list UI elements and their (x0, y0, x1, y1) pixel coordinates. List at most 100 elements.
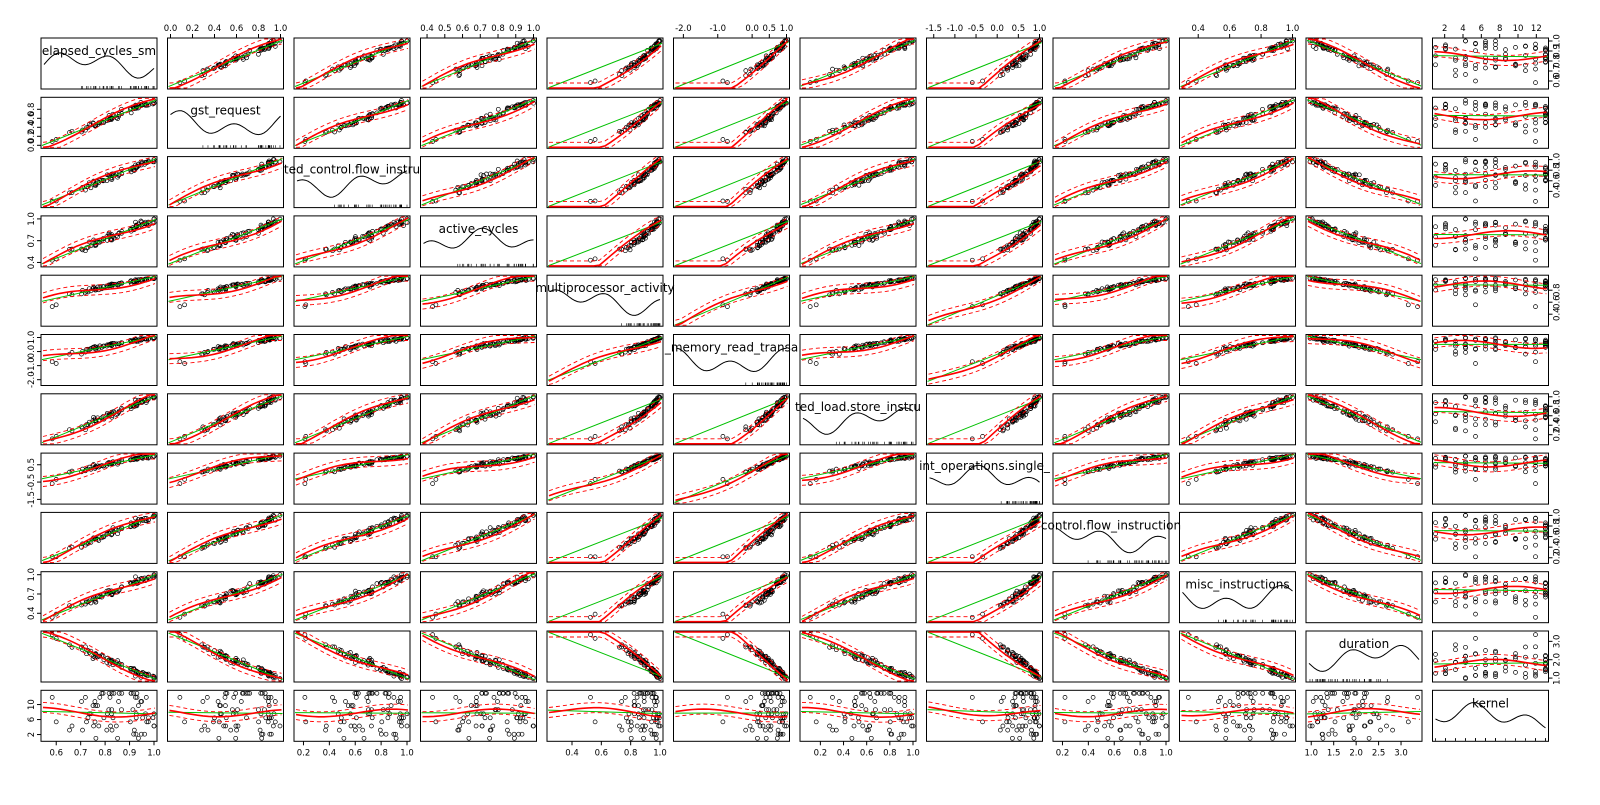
data-point (1454, 228, 1458, 232)
panel-0-3 (421, 38, 537, 89)
spread-upper (929, 220, 1041, 261)
linear-fit-line (422, 40, 536, 87)
spread-lower (296, 341, 408, 368)
data-point (496, 107, 500, 111)
data-point (178, 305, 182, 309)
panel-2-5 (674, 157, 790, 208)
linear-fit-line (675, 42, 789, 88)
variable-label-4: multiprocessor_activity (535, 281, 674, 295)
panel-2-4 (547, 157, 663, 208)
data-point (1484, 290, 1488, 294)
panel-5-1 (168, 335, 284, 386)
panel-5-2 (294, 335, 410, 386)
panel-4-5 (674, 275, 790, 326)
data-point (725, 305, 729, 309)
data-point (1434, 183, 1438, 187)
spread-upper (170, 217, 282, 256)
panel-1-2 (294, 97, 410, 148)
data-point (1524, 130, 1528, 134)
data-point (1514, 45, 1518, 49)
panel-5-8 (1053, 335, 1169, 386)
panel-0-8 (1053, 38, 1169, 89)
spread-lower (1308, 226, 1420, 265)
linear-fit-line (1054, 100, 1168, 146)
data-point (1524, 240, 1528, 244)
panel-3-1 (168, 216, 284, 267)
data-point (1494, 158, 1498, 162)
data-point (1434, 124, 1438, 128)
data-point (1464, 129, 1468, 133)
spread-lower (676, 104, 788, 148)
spread-upper (929, 99, 1041, 142)
linear-fit-line (1434, 56, 1548, 57)
data-point (744, 69, 748, 73)
data-point (1524, 124, 1528, 128)
panel-2-8 (1053, 157, 1169, 208)
data-point (1534, 188, 1538, 192)
panel-0-0: elapsed_cycles_sm (41, 38, 157, 89)
data-point (970, 258, 974, 262)
data-point (721, 79, 725, 83)
data-point (1434, 63, 1438, 67)
data-point (1504, 105, 1508, 109)
panel-1-0 (41, 97, 157, 148)
panel-1-10 (1306, 97, 1422, 148)
linear-fit-line (1307, 219, 1421, 264)
data-point (1474, 168, 1478, 172)
data-point (1454, 185, 1458, 189)
data-point (405, 221, 409, 225)
panel-frame (1433, 275, 1549, 326)
panel-4-9 (1180, 275, 1296, 326)
panel-2-2: ted_control.flow_instru (284, 157, 420, 208)
linear-fit-line (548, 222, 662, 266)
spread-lower (423, 107, 535, 147)
smooth-line (929, 336, 1041, 380)
data-point (589, 258, 593, 262)
data-point (721, 199, 725, 203)
spread-lower (549, 347, 661, 385)
data-point (1454, 68, 1458, 72)
linear-fit-line (169, 219, 283, 264)
data-point (808, 360, 812, 364)
panel-3-9 (1180, 216, 1296, 267)
linear-fit-line (801, 41, 915, 86)
data-point (1524, 103, 1528, 107)
data-point (1484, 66, 1488, 70)
spread-upper (549, 41, 661, 83)
panel-2-3 (421, 157, 537, 208)
panel-frame (294, 275, 410, 326)
data-point (1474, 257, 1478, 261)
panel-0-10 (1306, 38, 1422, 89)
data-point (1311, 44, 1315, 48)
data-point (721, 257, 725, 261)
panel-0-1 (168, 38, 284, 89)
smooth-line (929, 166, 1041, 207)
panel-5-3 (421, 335, 537, 386)
spread-lower (1055, 167, 1167, 207)
panel-3-7 (927, 216, 1043, 267)
data-point (1454, 169, 1458, 173)
linear-fit-line (1181, 40, 1295, 86)
data-point (1534, 258, 1538, 262)
smooth-line (170, 163, 282, 205)
panel-2-10 (1306, 157, 1422, 208)
panel-4-0 (41, 275, 157, 326)
panel-1-3 (421, 97, 537, 148)
panel-1-1: gst_request (168, 97, 284, 148)
linear-fit-line (169, 40, 283, 86)
data-point (1454, 191, 1458, 195)
data-point (1534, 128, 1538, 132)
data-point (457, 74, 461, 78)
data-point (857, 244, 861, 248)
data-point (1434, 225, 1438, 229)
data-point (1474, 303, 1478, 307)
panel-0-4 (547, 38, 663, 89)
panel-3-6 (800, 216, 916, 267)
linear-fit-line (1054, 40, 1168, 87)
data-point (593, 199, 597, 203)
variable-label-0: elapsed_cycles_sm (42, 44, 156, 58)
panel-3-8 (1053, 216, 1169, 267)
data-point (479, 173, 483, 177)
panel-4-11 (1433, 275, 1549, 326)
